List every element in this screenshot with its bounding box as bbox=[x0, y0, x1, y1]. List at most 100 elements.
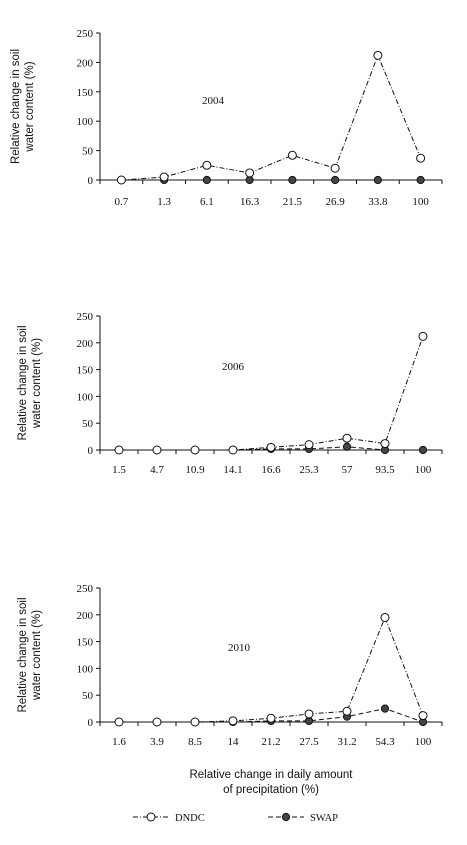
data-point-dndc bbox=[114, 445, 124, 455]
x-tick-label: 100 bbox=[412, 196, 429, 208]
data-point-dndc bbox=[152, 445, 162, 455]
legend-label: DNDC bbox=[175, 813, 205, 824]
x-tick-label: 100 bbox=[415, 736, 432, 748]
data-point-swap bbox=[288, 175, 297, 185]
y-tick-label: 100 bbox=[77, 391, 94, 403]
x-tick-label: 6.1 bbox=[200, 196, 214, 208]
x-tick-label: 0.7 bbox=[115, 196, 129, 208]
data-point-dndc bbox=[304, 440, 314, 450]
series-line-dndc bbox=[121, 53, 422, 181]
chart-panels: 0 50 100 150 200 250 0.7 1.3 6.1 16.3 21.5 26.9 33.8… bbox=[10, 28, 443, 748]
data-point-swap bbox=[331, 175, 340, 185]
data-point-dndc bbox=[245, 168, 255, 178]
data-point-dndc bbox=[190, 445, 200, 455]
data-point-dndc bbox=[380, 612, 390, 622]
y-axis-label: water content (%) bbox=[31, 610, 43, 701]
legend-item-dndc: DNDC bbox=[133, 812, 205, 824]
series-line-dndc bbox=[119, 336, 424, 451]
y-tick-label: 250 bbox=[77, 311, 94, 323]
y-tick-label: 150 bbox=[77, 637, 94, 649]
x-tick-label: 3.9 bbox=[150, 736, 164, 748]
x-tick-label: 26.9 bbox=[326, 196, 346, 208]
data-point-dndc bbox=[152, 717, 162, 727]
data-point-dndc bbox=[342, 706, 352, 716]
data-point-swap bbox=[245, 175, 254, 185]
y-tick-label: 200 bbox=[77, 338, 94, 350]
x-tick-label: 27.5 bbox=[299, 736, 319, 748]
chart-panel-2004: 0 50 100 150 200 250 0.7 1.3 6.1 16.3 21.5 26.9 33.8… bbox=[10, 28, 443, 208]
x-tick-label: 4.7 bbox=[150, 464, 164, 476]
x-axis-label: Relative change in daily amount bbox=[189, 769, 353, 781]
data-point-swap bbox=[416, 175, 425, 185]
y-tick-label: 50 bbox=[82, 418, 94, 430]
data-point-dndc bbox=[418, 711, 428, 721]
data-point-dndc bbox=[114, 717, 124, 727]
data-point-dndc bbox=[380, 439, 390, 449]
data-point-dndc bbox=[116, 175, 126, 185]
open-circle-marker-icon bbox=[146, 812, 156, 822]
y-tick-label: 100 bbox=[77, 663, 94, 675]
data-point-dndc bbox=[190, 717, 200, 727]
data-point-dndc bbox=[416, 153, 426, 163]
x-tick-label: 57 bbox=[342, 464, 354, 476]
x-tick-label: 14.1 bbox=[223, 464, 242, 476]
y-axis-label: Relative change in soil bbox=[10, 49, 22, 164]
x-tick-label: 1.5 bbox=[112, 464, 126, 476]
legend-item-swap: SWAP bbox=[268, 812, 338, 824]
y-axis-label: Relative change in soil bbox=[17, 597, 29, 712]
y-tick-label: 150 bbox=[77, 87, 94, 99]
data-point-dndc bbox=[228, 445, 238, 455]
y-tick-label: 50 bbox=[82, 690, 94, 702]
chart-panel-2006: 0 50 100 150 200 250 1.5 4.7 10.9 14.1 16.6 25.3 57 9… bbox=[17, 311, 443, 476]
x-tick-label: 54.3 bbox=[375, 736, 395, 748]
data-point-dndc bbox=[330, 163, 340, 173]
data-point-dndc bbox=[342, 433, 352, 443]
x-tick-label: 1.6 bbox=[112, 736, 126, 748]
data-point-dndc bbox=[228, 716, 238, 726]
data-point-dndc bbox=[159, 172, 169, 182]
chart-panel-2010: 0 50 100 150 200 250 1.6 3.9 8.5 14 21.2 27.5 31.2 54… bbox=[17, 583, 443, 748]
y-tick-label: 250 bbox=[77, 583, 94, 595]
x-tick-label: 21.5 bbox=[283, 196, 303, 208]
data-point-dndc bbox=[266, 713, 276, 723]
filled-circle-marker-icon bbox=[281, 812, 291, 822]
y-axis-label: water content (%) bbox=[31, 338, 43, 429]
data-point-swap bbox=[342, 442, 352, 451]
data-point-swap bbox=[380, 704, 390, 713]
x-tick-label: 25.3 bbox=[299, 464, 319, 476]
x-tick-label: 16.6 bbox=[261, 464, 281, 476]
y-tick-label: 0 bbox=[88, 175, 94, 187]
x-tick-label: 31.2 bbox=[337, 736, 356, 748]
y-tick-label: 0 bbox=[88, 717, 94, 729]
data-point-dndc bbox=[266, 442, 276, 452]
data-point-dndc bbox=[418, 331, 428, 341]
x-tick-label: 93.5 bbox=[375, 464, 395, 476]
x-tick-label: 8.5 bbox=[188, 736, 202, 748]
y-tick-label: 50 bbox=[82, 146, 94, 158]
x-tick-label: 33.8 bbox=[368, 196, 388, 208]
year-annotation: 2006 bbox=[222, 361, 245, 373]
x-tick-label: 100 bbox=[415, 464, 432, 476]
data-point-dndc bbox=[202, 160, 212, 170]
x-tick-label: 14 bbox=[228, 736, 240, 748]
year-annotation: 2010 bbox=[228, 642, 251, 654]
x-axis-title: Relative change in daily amount of precip… bbox=[189, 769, 353, 796]
y-tick-label: 200 bbox=[77, 57, 94, 69]
x-axis-label: of precipitation (%) bbox=[223, 784, 319, 796]
legend: DNDC SWAP bbox=[133, 812, 338, 824]
legend-label: SWAP bbox=[310, 813, 338, 824]
y-tick-label: 250 bbox=[77, 28, 94, 40]
y-tick-label: 0 bbox=[88, 445, 94, 457]
x-tick-label: 21.2 bbox=[261, 736, 280, 748]
y-tick-label: 200 bbox=[77, 610, 94, 622]
y-tick-label: 100 bbox=[77, 116, 94, 128]
y-axis-label: water content (%) bbox=[24, 61, 36, 152]
data-point-dndc bbox=[287, 150, 297, 160]
series-line-dndc bbox=[119, 616, 424, 723]
x-tick-label: 1.3 bbox=[157, 196, 171, 208]
y-axis-label: Relative change in soil bbox=[17, 325, 29, 440]
x-tick-label: 10.9 bbox=[185, 464, 205, 476]
y-tick-label: 150 bbox=[77, 365, 94, 377]
data-point-dndc bbox=[304, 709, 314, 719]
